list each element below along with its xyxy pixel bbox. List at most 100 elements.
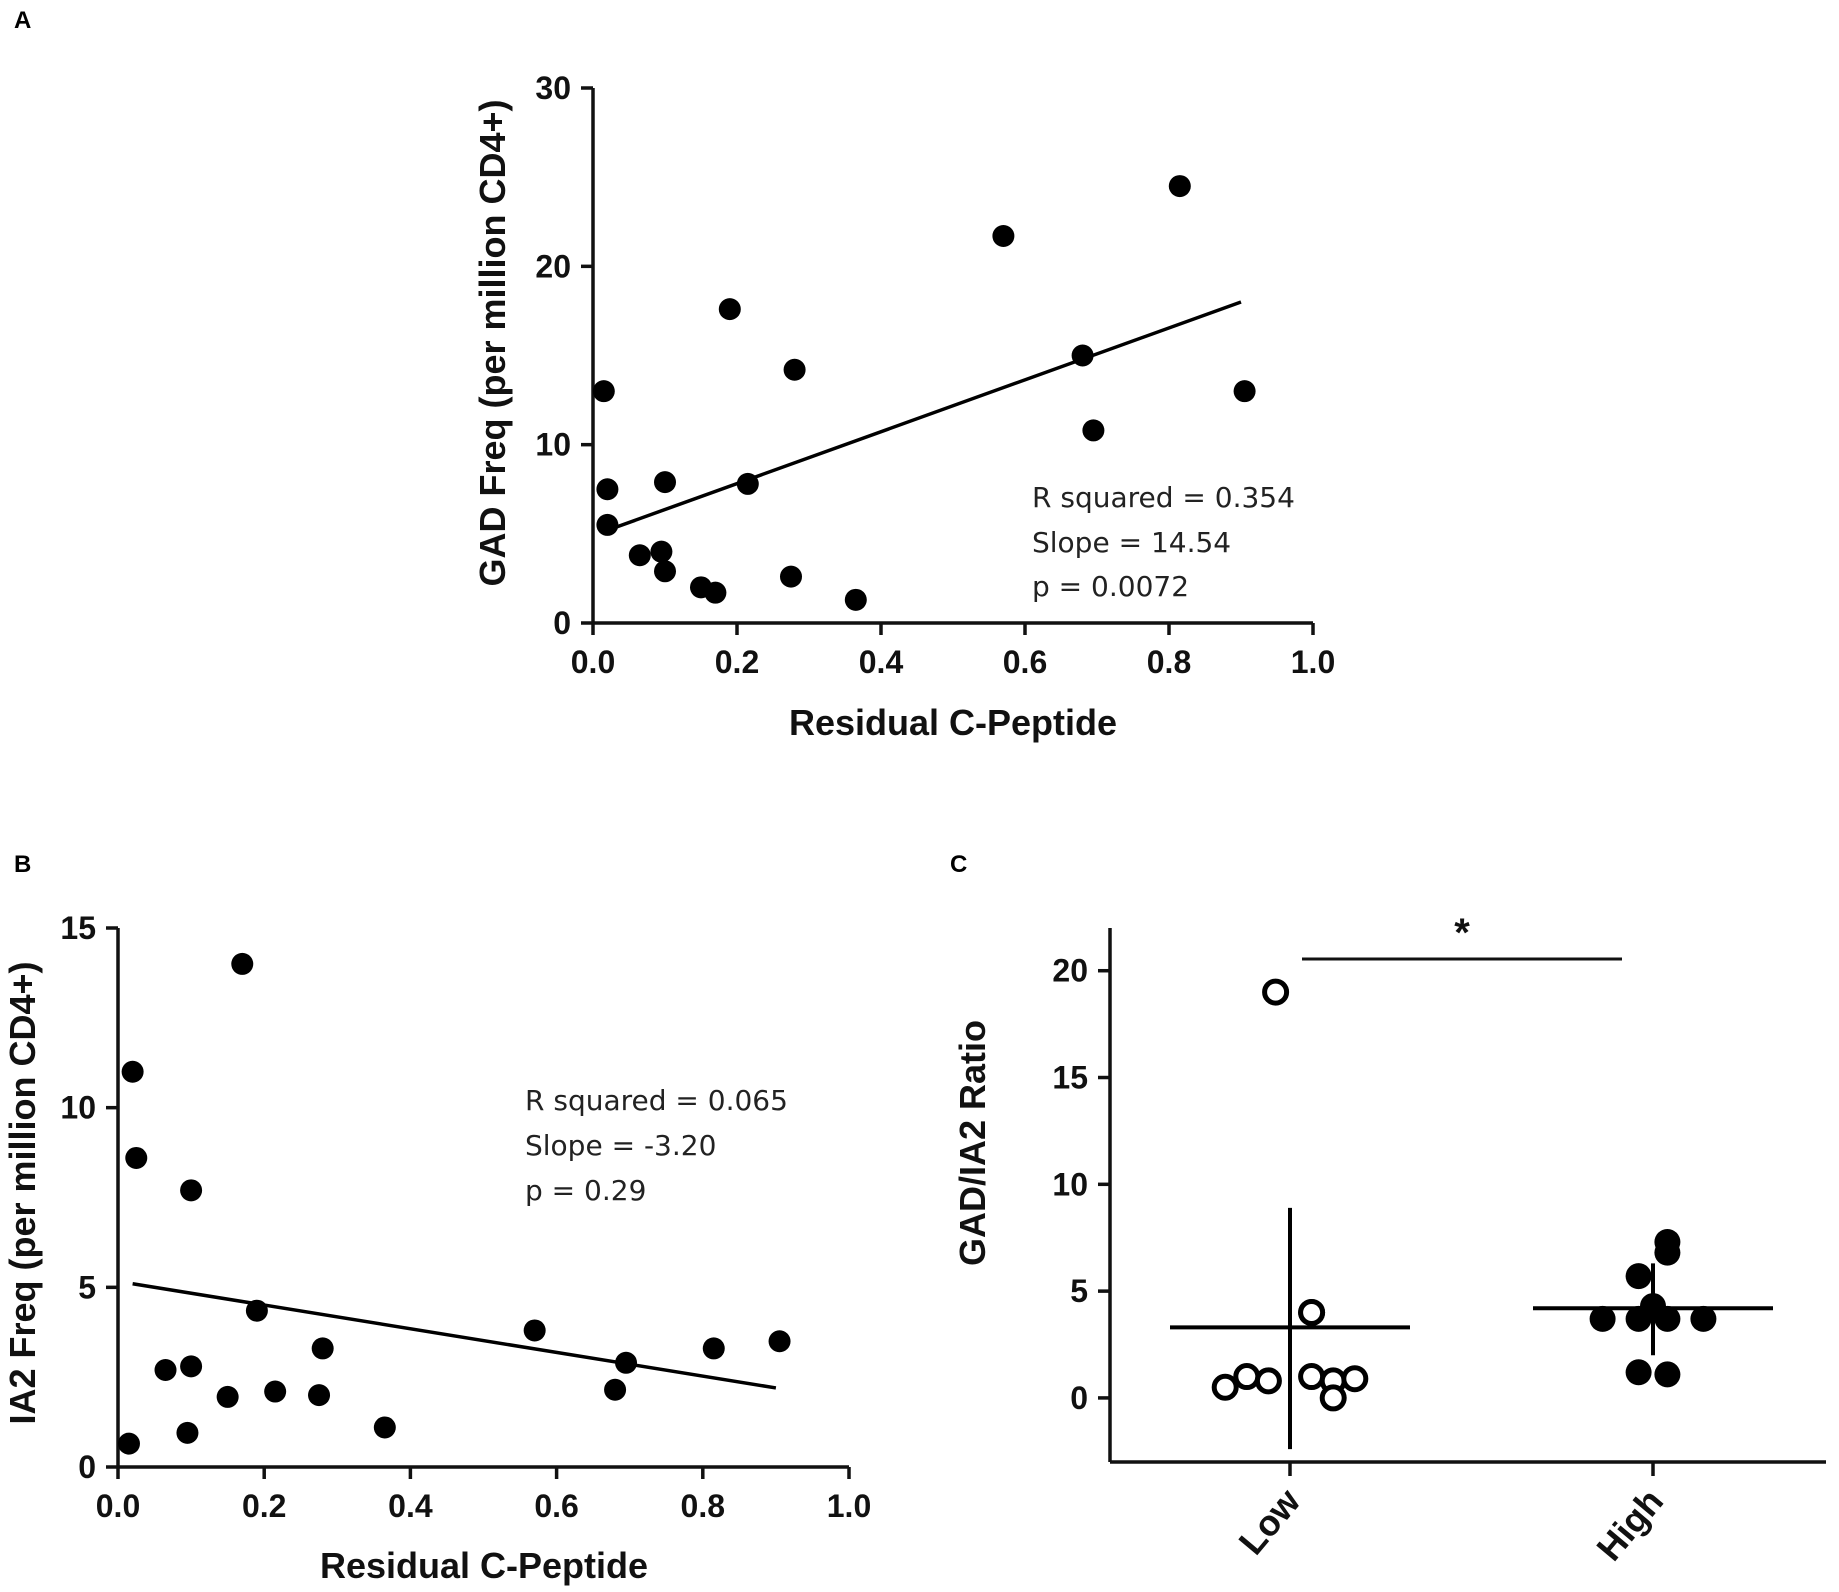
data-point bbox=[1625, 1263, 1652, 1290]
y-tick-label: 15 bbox=[60, 910, 96, 946]
data-point bbox=[245, 1299, 268, 1322]
data-point bbox=[1233, 1363, 1261, 1391]
data-point bbox=[1082, 419, 1105, 442]
panel-b-r-squared: R squared = 0.065 bbox=[525, 1084, 788, 1117]
data-point bbox=[1654, 1305, 1681, 1332]
significance-marker: * bbox=[1454, 911, 1470, 955]
data-point bbox=[615, 1351, 638, 1374]
data-point bbox=[121, 1060, 144, 1083]
x-tick-label: 1.0 bbox=[827, 1488, 871, 1524]
x-tick-label: 0.6 bbox=[534, 1488, 578, 1524]
panel-a: 0.0 0.2 0.4 0.6 0.8 1.0 0 10 20 30 Residual C-Pep… bbox=[472, 70, 1335, 743]
data-point bbox=[176, 1421, 199, 1444]
panel-b: 0.0 0.2 0.4 0.6 0.8 1.0 0 5 10 15 Residual C-Pept… bbox=[2, 910, 871, 1586]
data-point bbox=[1625, 1305, 1652, 1332]
panel-a-x-axis-title: Residual C-Peptide bbox=[789, 702, 1117, 743]
panel-b-y-axis-title: IA2 Freq (per million CD4+) bbox=[2, 961, 43, 1424]
data-point bbox=[783, 358, 806, 381]
data-point bbox=[768, 1330, 791, 1353]
panel-b-x-axis-title: Residual C-Peptide bbox=[320, 1545, 648, 1586]
data-point bbox=[1690, 1305, 1717, 1332]
x-tick-label: 0.0 bbox=[96, 1488, 140, 1524]
x-tick-label: 0.4 bbox=[859, 644, 904, 680]
x-tick-label: 0.8 bbox=[681, 1488, 725, 1524]
y-tick-label: 5 bbox=[78, 1269, 96, 1305]
data-point bbox=[704, 581, 727, 604]
y-tick-label: 10 bbox=[60, 1090, 96, 1126]
data-point bbox=[1262, 978, 1290, 1006]
data-point bbox=[311, 1337, 334, 1360]
data-point bbox=[180, 1355, 203, 1378]
data-point bbox=[154, 1358, 177, 1381]
data-point bbox=[654, 560, 676, 583]
data-point bbox=[736, 472, 759, 495]
data-point bbox=[702, 1337, 725, 1360]
x-tick-label: 1.0 bbox=[1291, 644, 1335, 680]
data-point bbox=[654, 471, 676, 494]
data-point bbox=[1298, 1298, 1326, 1326]
panel-a-slope: Slope = 14.54 bbox=[1032, 526, 1231, 559]
panel-c-y-axis-title: GAD/IA2 Ratio bbox=[952, 1020, 993, 1266]
y-tick-label: 15 bbox=[1052, 1060, 1088, 1096]
data-point bbox=[1654, 1361, 1681, 1388]
x-tick-label: 0.0 bbox=[571, 644, 615, 680]
data-point bbox=[992, 225, 1015, 248]
data-point bbox=[1654, 1239, 1681, 1266]
x-tick-label: 0.4 bbox=[388, 1488, 433, 1524]
panel-label-c: C bbox=[950, 851, 967, 878]
panel-b-slope: Slope = -3.20 bbox=[525, 1129, 716, 1162]
x-tick-label: 0.6 bbox=[1003, 644, 1047, 680]
data-point bbox=[1211, 1373, 1239, 1401]
data-point bbox=[308, 1384, 331, 1407]
regression-line bbox=[606, 300, 1242, 532]
data-point bbox=[231, 952, 254, 975]
y-tick-label: 0 bbox=[553, 605, 571, 641]
y-tick-label: 0 bbox=[78, 1449, 96, 1485]
y-tick-label: 10 bbox=[1052, 1166, 1088, 1202]
data-point bbox=[1319, 1384, 1347, 1412]
panel-b-p-value: p = 0.29 bbox=[525, 1174, 646, 1207]
y-tick-label: 5 bbox=[1070, 1273, 1088, 1309]
data-point bbox=[180, 1179, 203, 1202]
x-tick-label: 0.8 bbox=[1147, 644, 1191, 680]
category-label-high: High bbox=[1588, 1481, 1671, 1569]
y-tick-label: 20 bbox=[535, 248, 571, 284]
data-point bbox=[596, 513, 619, 536]
data-point bbox=[1233, 380, 1256, 403]
regression-line bbox=[132, 1282, 777, 1390]
x-tick-label: 0.2 bbox=[242, 1488, 286, 1524]
data-point bbox=[216, 1385, 239, 1408]
panel-label-b: B bbox=[14, 851, 31, 878]
data-point bbox=[1625, 1359, 1652, 1386]
data-point bbox=[1254, 1367, 1282, 1395]
data-point bbox=[592, 380, 615, 403]
data-point bbox=[604, 1378, 627, 1401]
data-point bbox=[125, 1146, 148, 1169]
panel-label-a: A bbox=[14, 7, 31, 34]
data-point bbox=[1168, 175, 1191, 198]
data-point bbox=[650, 540, 673, 563]
data-point bbox=[264, 1380, 287, 1403]
data-point bbox=[1071, 344, 1094, 367]
y-tick-label: 30 bbox=[535, 70, 571, 106]
data-point bbox=[1589, 1305, 1616, 1332]
panel-a-y-axis-title: GAD Freq (per million CD4+) bbox=[472, 99, 513, 586]
panel-a-p-value: p = 0.0072 bbox=[1032, 570, 1189, 603]
y-tick-label: 20 bbox=[1052, 953, 1088, 989]
data-point bbox=[1341, 1365, 1369, 1393]
category-label-low: Low bbox=[1230, 1480, 1308, 1562]
data-point bbox=[523, 1319, 546, 1342]
data-point bbox=[780, 565, 802, 588]
x-tick-label: 0.2 bbox=[715, 644, 759, 680]
y-tick-label: 0 bbox=[1070, 1380, 1088, 1416]
data-point bbox=[844, 588, 867, 611]
y-tick-label: 10 bbox=[535, 427, 571, 463]
data-point bbox=[718, 298, 741, 321]
data-point bbox=[373, 1416, 396, 1439]
panel-c: 0 5 10 15 20 Low High * GAD/IA2 Ratio bbox=[952, 911, 1826, 1568]
data-point bbox=[596, 478, 619, 501]
data-point bbox=[628, 544, 651, 567]
data-point bbox=[117, 1432, 140, 1455]
data-point bbox=[1298, 1363, 1326, 1391]
